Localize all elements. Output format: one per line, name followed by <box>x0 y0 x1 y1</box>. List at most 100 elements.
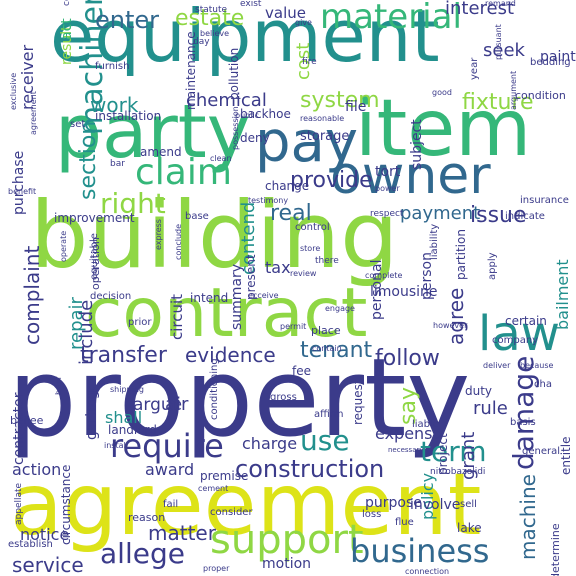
cloud-word: shall <box>105 408 143 427</box>
cloud-word: exclusive <box>9 72 18 110</box>
cloud-word: charge <box>242 434 298 453</box>
cloud-word: however <box>433 321 468 330</box>
cloud-word: enter <box>95 6 160 34</box>
cloud-word: prior <box>128 317 152 328</box>
cloud-word: instal <box>104 441 126 450</box>
cloud-word: file <box>345 99 367 115</box>
cloud-word: apply <box>487 252 498 280</box>
cloud-word: year <box>469 57 480 80</box>
cloud-word: give <box>295 18 312 27</box>
cloud-word: construction <box>235 455 385 483</box>
cloud-word: follow <box>375 346 440 371</box>
cloud-word: purpose <box>365 495 422 511</box>
cloud-word: matter <box>148 521 216 545</box>
cloud-word: seek <box>483 40 525 61</box>
cloud-word: exist <box>240 0 262 9</box>
cloud-word: remand <box>485 0 516 8</box>
cloud-word: agreement <box>29 91 38 135</box>
cloud-word: general <box>522 446 561 457</box>
cloud-word: establish <box>8 539 53 550</box>
cloud-word: service <box>12 553 84 576</box>
cloud-word: insurance <box>520 195 569 206</box>
cloud-word: purchase <box>11 150 27 215</box>
cloud-word: building <box>30 182 399 289</box>
cloud-word: contain <box>312 344 342 353</box>
cloud-word: sell <box>460 499 477 510</box>
cloud-word: tort <box>375 164 401 180</box>
cloud-word: motion <box>262 556 312 572</box>
cloud-word: clean <box>210 154 232 163</box>
cloud-word: express <box>154 219 163 250</box>
cloud-word: liability <box>429 223 440 260</box>
cloud-word: reason <box>128 511 166 524</box>
cloud-word: circuit <box>168 293 186 340</box>
cloud-word: bedding <box>530 57 571 68</box>
cloud-word: deliver <box>483 361 511 370</box>
cloud-word: notice <box>20 525 70 544</box>
cloud-word: place <box>311 324 341 337</box>
cloud-word: complaint <box>20 245 44 345</box>
cloud-word: operate <box>59 230 68 262</box>
cloud-word: pay <box>255 110 359 175</box>
cloud-word: require <box>110 427 224 465</box>
cloud-word: air <box>165 394 189 415</box>
cloud-word: party <box>55 89 251 175</box>
cloud-word: garbage <box>84 381 100 440</box>
cloud-word: item <box>355 84 532 174</box>
cloud-word: support <box>210 517 364 563</box>
cloud-word: equipment <box>50 0 440 78</box>
cloud-word: power <box>375 184 400 193</box>
cloud-word: deny <box>240 131 270 145</box>
cloud-word: review <box>290 269 317 278</box>
cloud-word: public <box>235 111 260 120</box>
cloud-word: term <box>420 435 487 468</box>
cloud-word: law <box>478 306 561 362</box>
cloud-word: claim <box>135 152 232 193</box>
cloud-word: bar <box>110 159 125 169</box>
cloud-word: control <box>295 222 330 233</box>
cloud-word: necessary <box>388 446 424 454</box>
cloud-word: equitable <box>89 233 100 280</box>
cloud-word: complete <box>365 271 403 280</box>
cloud-word: property <box>8 336 471 461</box>
cloud-word: limousine <box>370 284 438 300</box>
cloud-word: system <box>300 88 380 113</box>
cloud-word: subject <box>409 119 425 170</box>
cloud-word: agree <box>444 287 468 345</box>
cloud-word: estate <box>175 6 245 31</box>
cloud-word: benefit <box>8 187 37 196</box>
cloud-word: award <box>145 460 195 479</box>
cloud-word: action <box>12 460 62 479</box>
cloud-word: fixture <box>462 90 534 115</box>
cloud-word: fail <box>163 499 179 510</box>
cloud-word: evidence <box>185 343 276 367</box>
cloud-word: consider <box>210 507 253 518</box>
cloud-word: rule <box>473 398 508 419</box>
cloud-word: tax <box>265 258 291 277</box>
cloud-word: installation <box>95 109 162 123</box>
cloud-word: possession <box>231 106 240 150</box>
cloud-word: circumstance <box>59 464 73 545</box>
cloud-word: partition <box>454 229 468 280</box>
cloud-word: summary <box>229 263 245 330</box>
cloud-word: allege <box>100 537 185 570</box>
cloud-word: affirm <box>314 409 344 420</box>
cloud-word: there <box>315 256 339 266</box>
cloud-word: cha <box>534 379 552 390</box>
cloud-word: right <box>100 187 166 220</box>
cloud-word: contract <box>85 274 368 353</box>
cloud-word: paint <box>540 49 576 65</box>
cloud-word: reasonable <box>300 114 345 123</box>
cloud-word: set <box>70 119 86 130</box>
cloud-word: condition <box>515 89 566 102</box>
cloud-word: improvement <box>54 211 135 225</box>
cloud-word: real <box>270 201 312 226</box>
cloud-word: decision <box>90 291 132 302</box>
cloud-word: lake <box>457 521 482 535</box>
cloud-word: loss <box>362 509 382 520</box>
cloud-word: expense <box>375 424 443 443</box>
cloud-word: ecceive <box>248 291 279 300</box>
cloud-word: engage <box>325 304 355 313</box>
cloud-word: nitrobazolidi <box>430 467 486 477</box>
cloud-word: value <box>265 4 306 22</box>
